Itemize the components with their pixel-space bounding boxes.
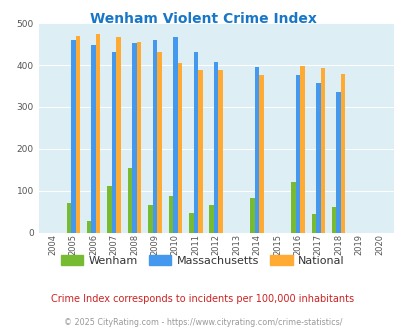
Bar	[315, 83, 320, 233]
Bar	[112, 51, 116, 233]
Bar	[173, 37, 177, 233]
Bar	[136, 42, 141, 233]
Bar	[249, 198, 254, 233]
Text: Wenham Violent Crime Index: Wenham Violent Crime Index	[90, 12, 315, 25]
Bar	[75, 36, 80, 233]
Bar	[299, 66, 304, 233]
Bar	[71, 40, 75, 233]
Text: Crime Index corresponds to incidents per 100,000 inhabitants: Crime Index corresponds to incidents per…	[51, 294, 354, 304]
Bar	[96, 34, 100, 233]
Bar	[91, 45, 96, 233]
Bar	[259, 76, 263, 233]
Bar	[157, 52, 161, 233]
Bar	[116, 37, 121, 233]
Bar	[189, 213, 193, 233]
Bar	[290, 182, 295, 233]
Bar	[213, 62, 218, 233]
Bar	[177, 63, 182, 233]
Bar	[168, 196, 173, 233]
Bar	[87, 221, 91, 233]
Bar	[254, 67, 259, 233]
Bar	[66, 203, 71, 233]
Bar	[311, 214, 315, 233]
Bar	[152, 40, 157, 233]
Bar	[128, 168, 132, 233]
Bar	[148, 205, 152, 233]
Text: © 2025 CityRating.com - https://www.cityrating.com/crime-statistics/: © 2025 CityRating.com - https://www.city…	[64, 318, 341, 327]
Bar	[295, 76, 299, 233]
Bar	[132, 43, 136, 233]
Bar	[209, 205, 213, 233]
Bar	[198, 71, 202, 233]
Bar	[218, 71, 222, 233]
Bar	[193, 52, 198, 233]
Bar	[107, 186, 112, 233]
Bar	[340, 74, 345, 233]
Bar	[331, 207, 336, 233]
Bar	[320, 68, 324, 233]
Bar	[336, 92, 340, 233]
Legend: Wenham, Massachusetts, National: Wenham, Massachusetts, National	[57, 250, 348, 270]
